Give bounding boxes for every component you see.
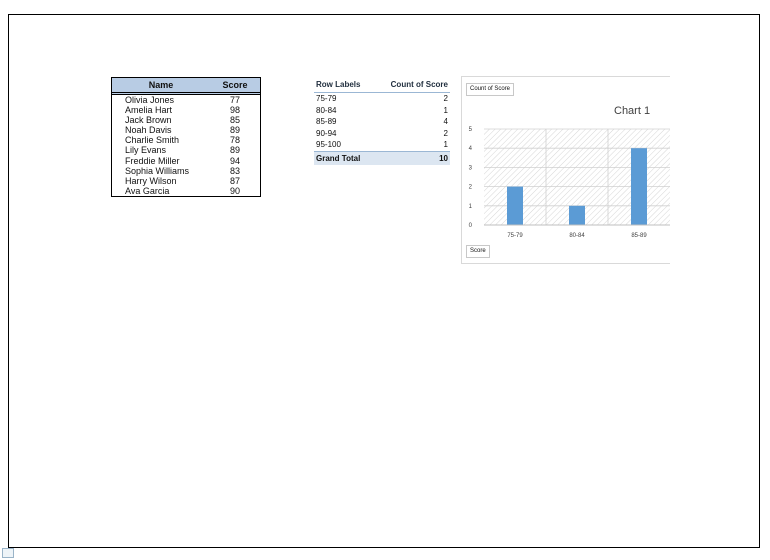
pivot-row[interactable]: 95-100 1 <box>314 139 450 151</box>
bar[interactable] <box>569 205 585 225</box>
pivot-chart[interactable]: Count of Score Chart 1 0 1 2 3 4 5 75-79 80-84 8… <box>461 76 670 264</box>
score-table: Name Score Olivia Jones 77 Amelia Hart 98 … <box>111 77 261 197</box>
y-tick-label: 4 <box>469 146 473 152</box>
pivot-row-count[interactable]: 2 <box>443 128 448 138</box>
bar[interactable] <box>507 186 523 225</box>
grand-total-count[interactable]: 10 <box>439 153 448 163</box>
name-cell[interactable]: Olivia Jones <box>125 95 175 105</box>
value-field-button[interactable]: Count of Score <box>466 83 515 96</box>
pivot-row-label[interactable]: 80-84 <box>316 105 337 115</box>
count-of-score-header[interactable]: Count of Score <box>390 80 448 89</box>
pivot-table: Row Labels Count of Score 75-79 2 80-84 1 … <box>314 78 450 165</box>
score-cell[interactable]: 98 <box>229 105 240 116</box>
pivot-row-count[interactable]: 2 <box>443 94 448 103</box>
table-row[interactable]: Olivia Jones 77 <box>112 95 260 105</box>
y-tick-label: 1 <box>469 204 473 210</box>
score-cell[interactable]: 77 <box>229 95 240 105</box>
table-row[interactable]: Noah Davis 89 <box>112 125 260 135</box>
table-row[interactable]: Freddie Miller 94 <box>112 156 260 166</box>
pivot-header: Row Labels Count of Score <box>314 78 450 93</box>
name-cell[interactable]: Ava Garcia <box>125 185 170 196</box>
score-cell[interactable]: 90 <box>229 185 240 196</box>
y-tick-label: 2 <box>469 185 473 191</box>
chart-plot-area[interactable]: 0 1 2 3 4 5 75-79 80-84 85-89 <box>462 77 670 263</box>
table-row[interactable]: Amelia Hart 98 <box>112 105 260 115</box>
pivot-row[interactable]: 75-79 2 <box>314 93 450 105</box>
pivot-row[interactable]: 80-84 1 <box>314 105 450 117</box>
score-table-header: Name Score <box>112 78 260 95</box>
pivot-row[interactable]: 90-94 2 <box>314 128 450 140</box>
name-cell[interactable]: Harry Wilson <box>125 175 177 186</box>
name-cell[interactable]: Noah Davis <box>125 125 172 136</box>
x-tick-label: 75-79 <box>507 233 523 239</box>
grand-total-label[interactable]: Grand Total <box>316 153 361 163</box>
name-column-header[interactable]: Name <box>148 80 174 90</box>
x-tick-label: 80-84 <box>569 233 585 239</box>
name-cell[interactable]: Charlie Smith <box>125 135 180 146</box>
score-cell[interactable]: 85 <box>229 115 240 126</box>
score-cell[interactable]: 78 <box>229 135 240 146</box>
sheet-corner-icon[interactable] <box>2 548 14 558</box>
y-tick-label: 3 <box>469 165 473 171</box>
name-cell[interactable]: Jack Brown <box>125 115 172 126</box>
name-cell[interactable]: Freddie Miller <box>125 155 180 166</box>
name-cell[interactable]: Amelia Hart <box>125 105 173 116</box>
table-row[interactable]: Ava Garcia 90 <box>112 186 260 196</box>
pivot-row-label[interactable]: 95-100 <box>316 140 341 149</box>
score-cell[interactable]: 89 <box>229 145 240 156</box>
table-row[interactable]: Lily Evans 89 <box>112 145 260 155</box>
table-row[interactable]: Charlie Smith 78 <box>112 135 260 145</box>
x-tick-label: 85-89 <box>631 233 647 239</box>
score-cell[interactable]: 89 <box>229 125 240 136</box>
score-cell[interactable]: 94 <box>229 155 240 166</box>
score-cell[interactable]: 83 <box>229 165 240 176</box>
pivot-row-label[interactable]: 75-79 <box>316 94 337 103</box>
pivot-row-label[interactable]: 90-94 <box>316 128 337 138</box>
pivot-row[interactable]: 85-89 4 <box>314 116 450 128</box>
table-row[interactable]: Jack Brown 85 <box>112 115 260 125</box>
pivot-row-count[interactable]: 4 <box>443 117 448 126</box>
pivot-row-count[interactable]: 1 <box>443 105 448 115</box>
score-column-header[interactable]: Score <box>222 80 248 90</box>
row-labels-header[interactable]: Row Labels <box>316 80 361 89</box>
pivot-row-count[interactable]: 1 <box>443 140 448 149</box>
pivot-row-label[interactable]: 85-89 <box>316 117 337 126</box>
name-cell[interactable]: Sophia Williams <box>125 165 190 176</box>
y-tick-label: 0 <box>469 223 473 229</box>
grand-total-row[interactable]: Grand Total 10 <box>314 150 450 165</box>
table-row[interactable]: Sophia Williams 83 <box>112 166 260 176</box>
y-tick-label: 5 <box>469 127 473 133</box>
bar[interactable] <box>631 148 647 225</box>
score-cell[interactable]: 87 <box>229 175 240 186</box>
worksheet-page: Name Score Olivia Jones 77 Amelia Hart 98 … <box>8 14 760 548</box>
name-cell[interactable]: Lily Evans <box>125 145 167 156</box>
axis-field-button[interactable]: Score <box>466 245 490 258</box>
table-row[interactable]: Harry Wilson 87 <box>112 176 260 186</box>
chart-title[interactable]: Chart 1 <box>614 105 651 117</box>
